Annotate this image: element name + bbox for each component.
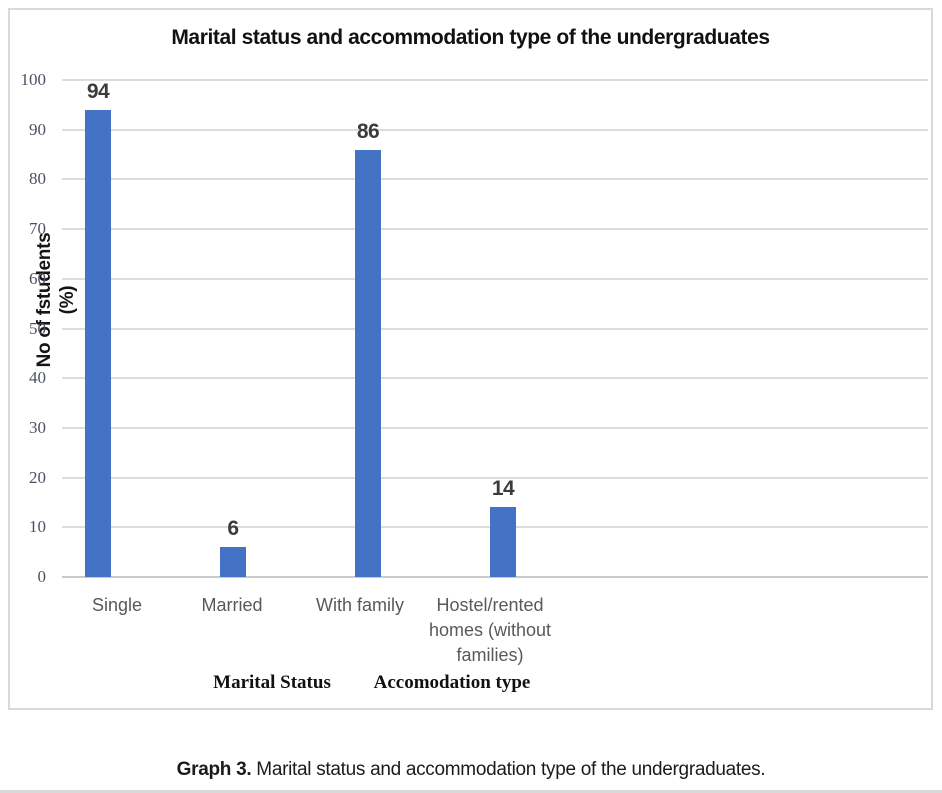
y-tick-label: 20 [29,467,46,487]
caption-text: Marital status and accommodation type of… [251,759,766,780]
y-tick-label: 100 [20,70,47,89]
category-label: Hostel/rented homes (without families) [428,595,552,665]
gridline [62,277,928,280]
chart-frame [8,8,933,710]
y-tick-label: 60 [29,268,46,288]
y-tick-label: 90 [29,119,46,139]
y-tick-label: 10 [29,517,46,537]
gridline [62,327,928,330]
gridline [62,426,928,429]
bar [220,547,246,577]
y-tick-label: 70 [29,219,46,239]
category-label: With family [315,595,404,615]
gridline [62,128,928,131]
bar [85,109,111,577]
bar-value-label: 14 [491,477,515,501]
y-tick-label: 50 [29,318,46,338]
y-tick-label: 30 [29,417,46,437]
group-label-marital-status: Marital Status [213,672,331,693]
chart-title: Marital status and accommodation type of… [171,26,770,49]
gridline [62,377,928,380]
y-tick-label: 80 [29,169,46,189]
y-tick-label: 0 [37,567,47,586]
gridline [62,79,928,81]
bar [355,149,381,577]
page-bottom-border [0,790,942,793]
bar-value-label: 6 [227,517,239,541]
gridline [62,476,928,479]
figure-caption: Graph 3. Marital status and accommodatio… [0,759,942,781]
category-label: Married [201,595,263,615]
gridline [62,228,928,231]
bar [490,507,516,577]
category-label: Single [91,595,143,615]
y-axis-title-line2: (%) [57,285,78,315]
caption-label: Graph 3. [176,759,252,780]
y-tick-label: 40 [29,368,46,388]
gridline [62,178,928,181]
x-axis-line [62,576,928,578]
bar-value-label: 86 [356,119,380,143]
bar-value-label: 94 [86,79,110,103]
group-label-accomodation-type: Accomodation type [373,672,531,693]
